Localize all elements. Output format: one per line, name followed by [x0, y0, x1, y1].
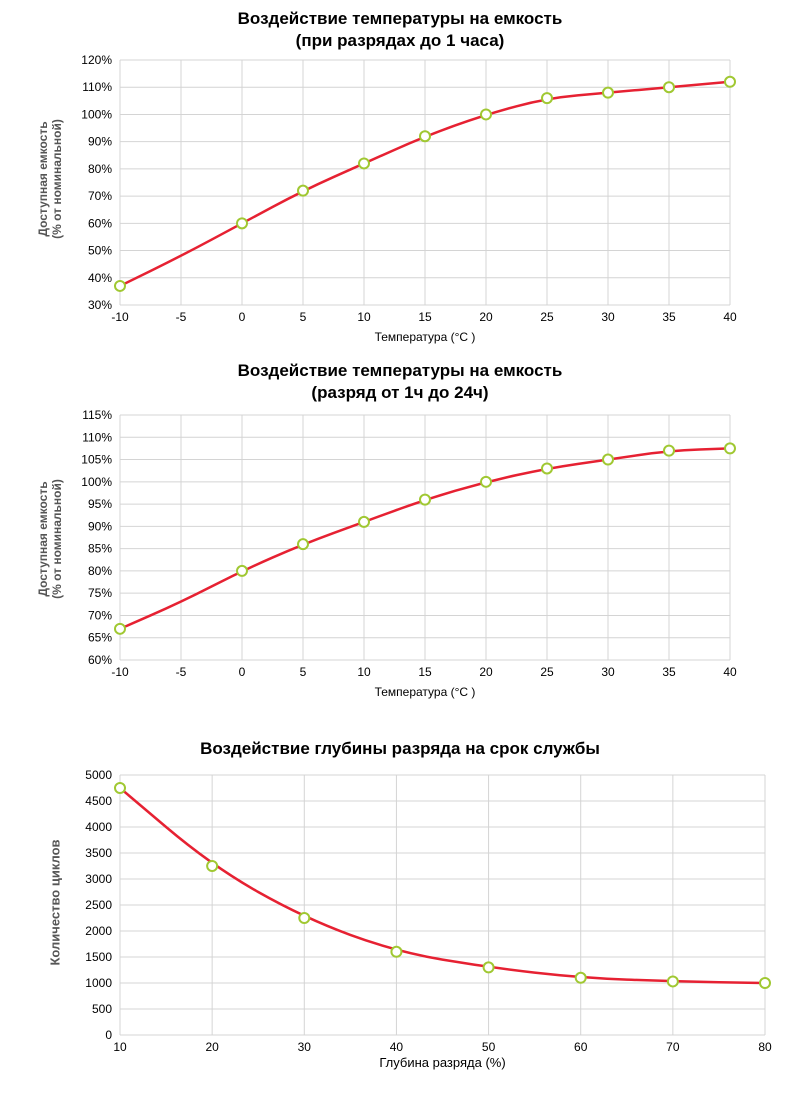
chart2-svg: -10 -5 0 5 10 15 20 25 30 35 40 60% 65% 70% 75% 80% 85% 9… [0, 410, 800, 690]
page: { "chart1": { "type": "line", "title_lin… [0, 0, 800, 1100]
svg-text:60%: 60% [88, 653, 112, 667]
chart-dod-cycles: Воздействие глубины разряда на срок служ… [0, 730, 800, 1100]
svg-text:0: 0 [239, 665, 246, 679]
svg-text:70%: 70% [88, 608, 112, 622]
svg-text:4500: 4500 [85, 794, 112, 808]
chart3-title-line1: Воздействие глубины разряда на срок служ… [200, 739, 600, 758]
svg-text:105%: 105% [81, 453, 112, 467]
svg-text:60%: 60% [88, 216, 112, 230]
svg-text:5: 5 [300, 310, 307, 324]
chart1-title-line2: (при разрядах до 1 часа) [296, 31, 505, 50]
svg-text:20: 20 [479, 665, 493, 679]
svg-text:40%: 40% [88, 271, 112, 285]
chart2-title-line1: Воздействие температуры на емкость [238, 361, 563, 380]
chart1-title: Воздействие температуры на емкость (при … [0, 0, 800, 52]
svg-text:80%: 80% [88, 564, 112, 578]
svg-text:75%: 75% [88, 586, 112, 600]
svg-text:15: 15 [418, 665, 432, 679]
svg-text:110%: 110% [82, 80, 112, 94]
svg-text:30: 30 [298, 1040, 312, 1054]
chart2-xlabel: Температура (°C ) [120, 685, 730, 699]
svg-text:40: 40 [723, 310, 737, 324]
chart1-xlabel: Температура (°C ) [120, 330, 730, 344]
svg-text:40: 40 [723, 665, 737, 679]
svg-text:0: 0 [105, 1028, 112, 1042]
svg-text:40: 40 [390, 1040, 404, 1054]
svg-text:95%: 95% [88, 497, 112, 511]
chart3-title: Воздействие глубины разряда на срок служ… [0, 730, 800, 760]
svg-text:2000: 2000 [85, 924, 112, 938]
svg-text:90%: 90% [88, 519, 112, 533]
svg-text:25: 25 [540, 310, 554, 324]
svg-text:60: 60 [574, 1040, 588, 1054]
svg-text:35: 35 [662, 310, 676, 324]
svg-text:-5: -5 [176, 665, 187, 679]
svg-text:100%: 100% [81, 475, 112, 489]
svg-text:90%: 90% [88, 135, 112, 149]
svg-text:0: 0 [239, 310, 246, 324]
svg-text:80: 80 [758, 1040, 772, 1054]
chart2-title-line2: (разряд от 1ч до 24ч) [311, 383, 488, 402]
svg-text:-10: -10 [111, 310, 129, 324]
svg-text:10: 10 [113, 1040, 127, 1054]
svg-text:30%: 30% [88, 298, 112, 312]
svg-text:1500: 1500 [85, 950, 112, 964]
chart-temperature-capacity-fast: Воздействие температуры на емкость (при … [0, 0, 800, 360]
chart-temperature-capacity-slow: Воздействие температуры на емкость (разр… [0, 360, 800, 720]
chart1-title-line1: Воздействие температуры на емкость [238, 9, 563, 28]
svg-text:20: 20 [479, 310, 493, 324]
svg-text:120%: 120% [81, 55, 112, 67]
svg-text:10: 10 [357, 310, 371, 324]
svg-text:70%: 70% [88, 189, 112, 203]
svg-text:1000: 1000 [85, 976, 112, 990]
chart3-xlabel: Глубина разряда (%) [120, 1055, 765, 1070]
svg-text:80%: 80% [88, 162, 112, 176]
svg-text:100%: 100% [81, 107, 112, 121]
svg-text:3500: 3500 [85, 846, 112, 860]
svg-text:5000: 5000 [85, 770, 112, 782]
svg-text:-5: -5 [176, 310, 187, 324]
chart1-svg: -10 -5 0 5 10 15 20 25 30 35 40 30% 40% 50% 60% 70% 80% 9… [0, 55, 800, 335]
svg-text:30: 30 [601, 665, 615, 679]
svg-text:25: 25 [540, 665, 554, 679]
svg-text:2500: 2500 [85, 898, 112, 912]
svg-text:5: 5 [300, 665, 307, 679]
svg-text:20: 20 [205, 1040, 219, 1054]
svg-text:10: 10 [357, 665, 371, 679]
svg-text:500: 500 [92, 1002, 112, 1016]
svg-text:65%: 65% [88, 631, 112, 645]
svg-text:85%: 85% [88, 542, 112, 556]
svg-text:70: 70 [666, 1040, 680, 1054]
svg-text:115%: 115% [82, 410, 112, 422]
svg-text:110%: 110% [82, 430, 112, 444]
svg-text:35: 35 [662, 665, 676, 679]
svg-text:-10: -10 [111, 665, 129, 679]
svg-text:4000: 4000 [85, 820, 112, 834]
svg-text:30: 30 [601, 310, 615, 324]
chart2-title: Воздействие температуры на емкость (разр… [0, 360, 800, 404]
svg-text:50%: 50% [88, 244, 112, 258]
svg-text:3000: 3000 [85, 872, 112, 886]
svg-text:50: 50 [482, 1040, 496, 1054]
chart3-svg: 10 20 30 40 50 60 70 80 0 500 1000 1500 2000 2500 3000… [0, 770, 800, 1070]
svg-text:15: 15 [418, 310, 432, 324]
